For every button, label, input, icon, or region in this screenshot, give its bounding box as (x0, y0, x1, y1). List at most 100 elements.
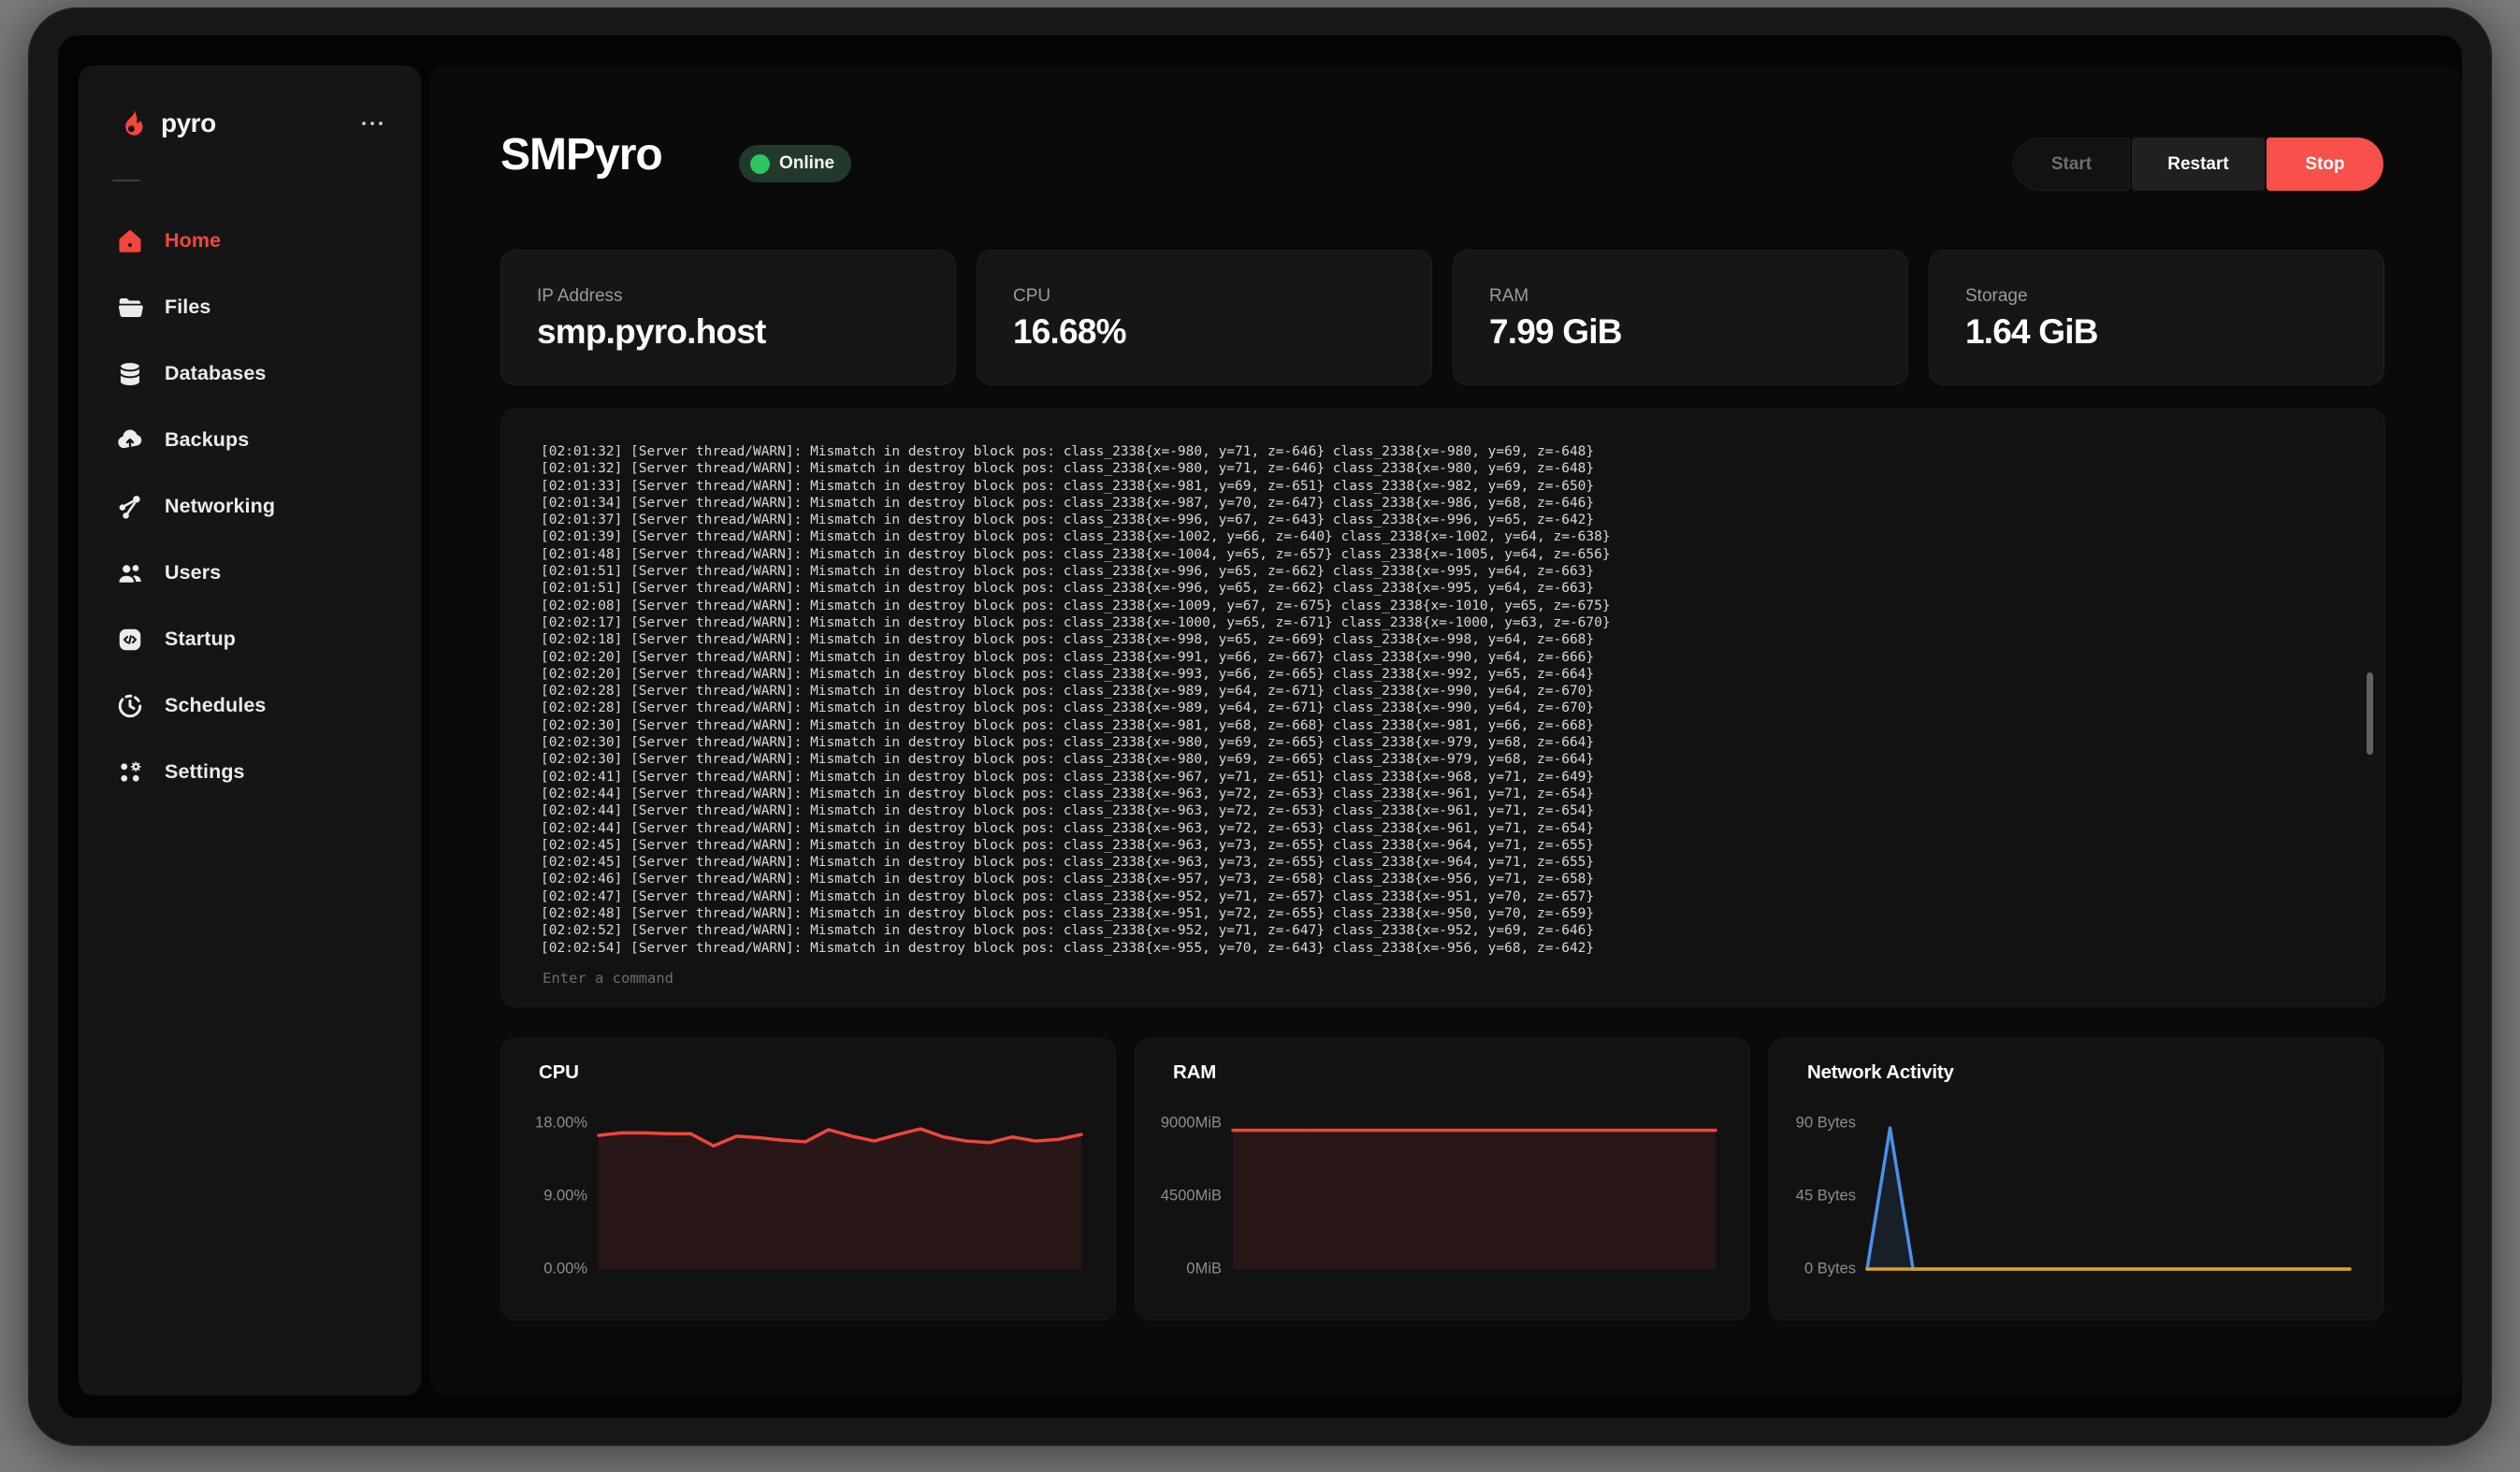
sidebar-item-home[interactable]: Home (101, 208, 398, 274)
sidebar-item-users[interactable]: Users (101, 540, 398, 606)
restart-button[interactable]: Restart (2132, 137, 2265, 191)
power-controls: Start Restart Stop (2013, 137, 2383, 191)
online-dot-icon (750, 153, 770, 174)
folder-icon (116, 294, 144, 322)
sidebar-item-backups[interactable]: Backups (101, 407, 398, 473)
code-icon (116, 626, 144, 654)
sidebar-item-startup[interactable]: Startup (101, 606, 398, 672)
ellipsis-icon (360, 116, 384, 133)
server-title: SMPyro (500, 130, 663, 180)
y-axis-tick: 18.00% (535, 1114, 587, 1132)
charts-row: CPU 18.00% 9.00% 0.00% RAM 9000MiB 4500M… (500, 1038, 2384, 1320)
y-axis-tick: 9000MiB (1160, 1114, 1222, 1132)
sidebar-item-label: Users (165, 561, 222, 584)
stats-row: IP Address smp.pyro.host CPU 16.68% RAM … (500, 250, 2384, 385)
console-line: [02:01:32] [Server thread/WARN]: Mismatc… (541, 444, 1595, 459)
console-line: [02:02:17] [Server thread/WARN]: Mismatc… (541, 614, 1611, 630)
console-line: [02:02:45] [Server thread/WARN]: Mismatc… (541, 837, 1595, 853)
sidebar-item-settings[interactable]: Settings (101, 739, 398, 805)
network-icon (116, 493, 144, 521)
pyro-flame-icon (116, 107, 150, 140)
network-chart-card: Network Activity 90 Bytes 45 Bytes 0 Byt… (1769, 1038, 2384, 1320)
console-line: [02:02:28] [Server thread/WARN]: Mismatc… (541, 684, 1595, 700)
sidebar: pyro Home (79, 65, 421, 1395)
sidebar-item-label: Startup (165, 628, 236, 650)
ram-chart-plot (1233, 1123, 1716, 1269)
console-line: [02:02:52] [Server thread/WARN]: Mismatc… (541, 923, 1595, 939)
stat-label: Storage (1965, 286, 2028, 306)
sidebar-overflow-menu-button[interactable] (355, 112, 389, 137)
command-input[interactable] (541, 963, 1948, 993)
stat-value: 7.99 GiB (1489, 312, 1622, 351)
cpu-usage-area (599, 1129, 1081, 1269)
database-icon (116, 360, 144, 388)
y-axis-tick: 0.00% (543, 1260, 587, 1277)
console-line: [02:01:51] [Server thread/WARN]: Mismatc… (541, 581, 1595, 597)
y-axis-tick: 90 Bytes (1795, 1114, 1856, 1132)
console-line: [02:02:47] [Server thread/WARN]: Mismatc… (541, 888, 1595, 904)
sidebar-nav: Home Files (101, 208, 398, 805)
stat-value: 16.68% (1013, 312, 1127, 351)
sidebar-item-files[interactable]: Files (101, 274, 398, 340)
y-axis-tick: 4500MiB (1160, 1187, 1222, 1205)
console-line: [02:01:33] [Server thread/WARN]: Mismatc… (541, 478, 1595, 494)
status-badge: Online (739, 145, 852, 182)
stat-card-ip: IP Address smp.pyro.host (500, 250, 956, 385)
console-line: [02:02:45] [Server thread/WARN]: Mismatc… (541, 855, 1595, 871)
console-line: [02:01:51] [Server thread/WARN]: Mismatc… (541, 564, 1595, 580)
stat-label: IP Address (537, 286, 623, 306)
stat-value: 1.64 GiB (1965, 312, 2098, 351)
y-axis-tick: 0MiB (1186, 1260, 1222, 1277)
brand: pyro (116, 107, 216, 140)
console-log: [02:01:32] [Server thread/WARN]: Mismatc… (541, 443, 2328, 957)
sidebar-item-databases[interactable]: Databases (101, 340, 398, 407)
ram-chart-card: RAM 9000MiB 4500MiB 0MiB (1135, 1038, 1750, 1320)
console-line: [02:01:34] [Server thread/WARN]: Mismatc… (541, 495, 1595, 511)
status-text: Online (779, 153, 835, 173)
chart-title: CPU (539, 1061, 579, 1083)
console-line: [02:02:18] [Server thread/WARN]: Mismatc… (541, 632, 1595, 648)
console-line: [02:02:44] [Server thread/WARN]: Mismatc… (541, 786, 1595, 801)
console-line: [02:02:28] [Server thread/WARN]: Mismatc… (541, 700, 1595, 716)
users-icon (116, 559, 144, 587)
sidebar-item-label: Home (165, 229, 222, 252)
cloud-upload-icon (116, 426, 144, 455)
stat-label: CPU (1013, 286, 1051, 306)
console-line: [02:01:37] [Server thread/WARN]: Mismatc… (541, 512, 1595, 528)
console-line: [02:02:46] [Server thread/WARN]: Mismatc… (541, 872, 1595, 888)
ram-usage-area (1233, 1130, 1716, 1269)
console-line: [02:02:30] [Server thread/WARN]: Mismatc… (541, 752, 1595, 768)
cpu-usage-line (599, 1129, 1081, 1146)
app-window: pyro Home (58, 36, 2462, 1418)
network-in-line (1867, 1128, 2350, 1269)
console-panel: [02:01:32] [Server thread/WARN]: Mismatc… (500, 409, 2385, 1007)
console-line: [02:01:39] [Server thread/WARN]: Mismatc… (541, 529, 1611, 545)
chart-title: RAM (1173, 1061, 1217, 1083)
console-line: [02:02:20] [Server thread/WARN]: Mismatc… (541, 666, 1595, 682)
clock-icon (116, 692, 144, 720)
console-line: [02:02:20] [Server thread/WARN]: Mismatc… (541, 649, 1595, 665)
console-line: [02:02:48] [Server thread/WARN]: Mismatc… (541, 906, 1595, 922)
y-axis-tick: 9.00% (543, 1187, 587, 1205)
sidebar-item-label: Schedules (165, 694, 267, 716)
brand-name: pyro (161, 108, 216, 137)
sidebar-item-schedules[interactable]: Schedules (101, 672, 398, 739)
chart-title: Network Activity (1807, 1061, 1954, 1083)
y-axis-tick: 0 Bytes (1803, 1260, 1856, 1277)
console-line: [02:01:32] [Server thread/WARN]: Mismatc… (541, 461, 1595, 477)
sidebar-item-networking[interactable]: Networking (101, 473, 398, 540)
console-line: [02:02:44] [Server thread/WARN]: Mismatc… (541, 803, 1595, 819)
start-button[interactable]: Start (2013, 137, 2130, 191)
console-line: [02:02:30] [Server thread/WARN]: Mismatc… (541, 735, 1595, 751)
sidebar-divider (112, 180, 140, 181)
stat-label: RAM (1489, 286, 1529, 306)
device-frame: pyro Home (28, 7, 2492, 1446)
stop-button[interactable]: Stop (2267, 137, 2383, 191)
stat-card-storage: Storage 1.64 GiB (1929, 250, 2384, 385)
console-line: [02:02:30] [Server thread/WARN]: Mismatc… (541, 717, 1595, 733)
cpu-chart-card: CPU 18.00% 9.00% 0.00% (500, 1038, 1116, 1320)
stat-value: smp.pyro.host (537, 312, 766, 351)
sidebar-item-label: Files (165, 296, 211, 318)
console-scrollbar-thumb[interactable] (2367, 672, 2373, 755)
stat-card-cpu: CPU 16.68% (977, 250, 1432, 385)
